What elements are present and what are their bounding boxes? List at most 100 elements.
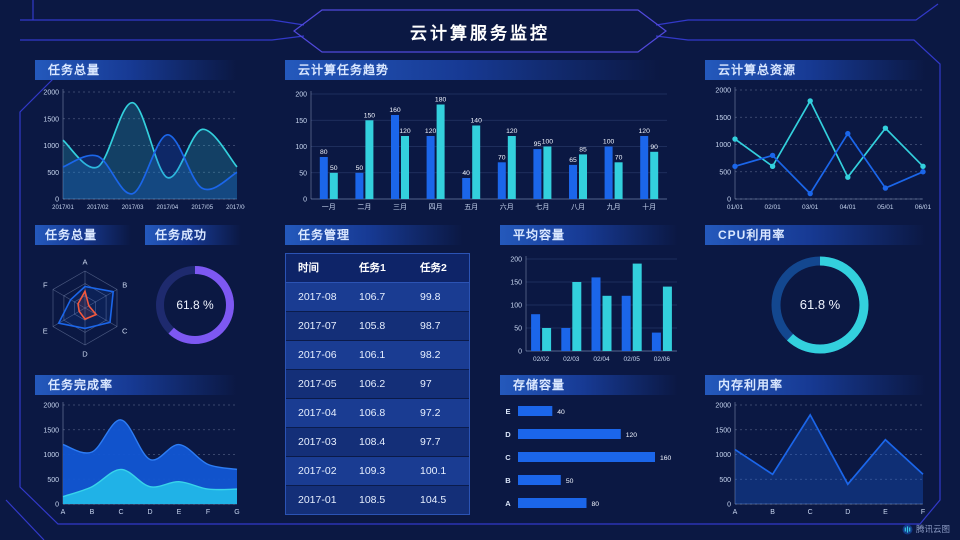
table-cell: 106.7 [359, 291, 386, 303]
svg-text:1500: 1500 [715, 115, 731, 122]
svg-text:D: D [82, 349, 88, 358]
svg-text:120: 120 [399, 128, 411, 135]
svg-text:61.8 %: 61.8 % [800, 297, 841, 312]
svg-text:140: 140 [471, 118, 483, 125]
table-cell: 2017-01 [298, 494, 337, 506]
svg-text:150: 150 [510, 280, 522, 287]
panel-trend: 云计算任务趋势 0 50 100 150 200 一月 二月 三月 四月 五月 六月 七月 八月 九月 十月… [285, 60, 675, 215]
panel-title-resources: 云计算总资源 [705, 60, 935, 80]
svg-text:100: 100 [295, 144, 307, 151]
svg-text:D: D [147, 509, 152, 516]
svg-text:100: 100 [510, 303, 522, 310]
svg-text:E: E [177, 509, 182, 516]
svg-text:100: 100 [603, 139, 615, 146]
svg-text:40: 40 [557, 409, 565, 416]
svg-text:F: F [921, 509, 925, 516]
svg-text:C: C [505, 453, 511, 462]
svg-text:2000: 2000 [43, 403, 59, 410]
svg-text:0: 0 [303, 197, 307, 204]
svg-text:180: 180 [435, 97, 447, 104]
table-row: 2017-01 108.5 104.5 [286, 486, 469, 514]
svg-text:95: 95 [534, 141, 542, 148]
svg-text:120: 120 [506, 128, 518, 135]
svg-text:八月: 八月 [571, 203, 585, 211]
svg-text:2000: 2000 [43, 90, 59, 97]
table-cell: 2017-05 [298, 378, 337, 390]
panel-title-avg-capacity: 平均容量 [500, 225, 685, 245]
svg-text:65: 65 [569, 157, 577, 164]
svg-text:120: 120 [626, 432, 638, 439]
table-cell: 97.7 [420, 436, 441, 448]
svg-text:70: 70 [498, 154, 506, 161]
svg-text:160: 160 [660, 455, 672, 462]
table-cell: 98.7 [420, 320, 441, 332]
svg-text:02/06: 02/06 [654, 356, 671, 363]
column-header: 任务1 [359, 262, 386, 274]
table-cell: 99.8 [420, 291, 441, 303]
svg-text:A: A [82, 258, 87, 267]
tasks-radar-chart: A B C D E F [43, 258, 128, 359]
panel-storage: 存储容量 E 40 D 120 C 160 B 50 A 80 [500, 375, 685, 520]
cpu-gauge-donut: 61.8 % [771, 256, 869, 354]
column-header: 任务2 [420, 262, 447, 274]
watermark: 腾讯云图 [902, 523, 950, 535]
svg-text:50: 50 [299, 170, 307, 177]
panel-title-tasks-total: 任务总量 [35, 60, 245, 80]
resources-line-chart: 0 500 1000 1500 2000 01/01 02/01 03/01 04/01 05/0… [715, 87, 932, 211]
svg-text:120: 120 [639, 128, 651, 135]
svg-text:C: C [118, 509, 123, 516]
svg-text:1500: 1500 [43, 116, 59, 123]
svg-text:85: 85 [579, 146, 587, 153]
svg-text:03/01: 03/01 [802, 204, 819, 211]
svg-text:90: 90 [650, 144, 658, 151]
panel-title-management: 任务管理 [285, 225, 470, 245]
watermark-label: 腾讯云图 [915, 524, 950, 534]
svg-text:1000: 1000 [715, 452, 731, 459]
svg-text:F: F [206, 509, 210, 516]
svg-text:0: 0 [727, 502, 731, 509]
svg-text:六月: 六月 [500, 202, 514, 211]
svg-text:B: B [770, 509, 775, 516]
svg-text:A: A [733, 509, 738, 516]
svg-text:三月: 三月 [393, 203, 407, 211]
svg-text:B: B [90, 509, 95, 516]
tasks-total-area-chart: 0 500 1000 1500 2000 2017/01 2017/02 2017/03 201… [43, 89, 245, 211]
task-management-table: 时间 任务1 任务2 2017-08 106.7 99.8 2017-07 105.8 98.7… [285, 253, 470, 515]
svg-text:七月: 七月 [535, 202, 549, 211]
svg-text:2000: 2000 [715, 403, 731, 410]
svg-text:02/05: 02/05 [624, 356, 641, 363]
avg-capacity-bar-chart: 0 50 100 150 200 02/02 02/03 02/04 02/05 02/06 [510, 256, 677, 363]
trend-bar-chart: 0 50 100 150 200 一月 二月 三月 四月 五月 六月 七月 八月 九月 十月 80 50 160 1… [295, 91, 667, 211]
table-cell: 100.1 [420, 465, 447, 477]
svg-text:0: 0 [518, 349, 522, 356]
table-cell: 97 [420, 378, 432, 390]
svg-text:150: 150 [295, 118, 307, 125]
svg-text:05/01: 05/01 [877, 204, 894, 211]
svg-text:F: F [43, 281, 48, 290]
svg-text:500: 500 [719, 477, 731, 484]
svg-text:1000: 1000 [43, 452, 59, 459]
svg-text:E: E [883, 509, 888, 516]
svg-text:200: 200 [510, 257, 522, 264]
svg-text:50: 50 [514, 326, 522, 333]
success-gauge-donut: 61.8 % [156, 266, 234, 344]
svg-text:80: 80 [592, 501, 600, 508]
svg-text:50: 50 [566, 478, 574, 485]
svg-text:2017/04: 2017/04 [157, 205, 179, 211]
table-cell: 108.5 [359, 494, 386, 506]
svg-text:D: D [505, 430, 511, 439]
svg-text:61.8 %: 61.8 % [176, 298, 214, 312]
table-row: 2017-02 109.3 100.1 [286, 457, 469, 486]
svg-text:G: G [234, 509, 239, 516]
table-cell: 2017-02 [298, 465, 337, 477]
svg-text:2017/06: 2017/06 [226, 205, 245, 211]
svg-text:2017/01: 2017/01 [52, 205, 74, 211]
panel-task-management: 任务管理 时间 任务1 任务2 2017-08 106.7 99.8 2017-07 105.… [285, 225, 470, 515]
svg-text:E: E [505, 407, 510, 416]
svg-text:150: 150 [364, 112, 376, 119]
panel-completion: 任务完成率 0 500 1000 1500 2000 A B C D E F G [35, 375, 245, 520]
table-cell: 108.4 [359, 436, 386, 448]
svg-text:70: 70 [615, 154, 623, 161]
table-row: 2017-03 108.4 97.7 [286, 428, 469, 457]
svg-text:1500: 1500 [43, 427, 59, 434]
